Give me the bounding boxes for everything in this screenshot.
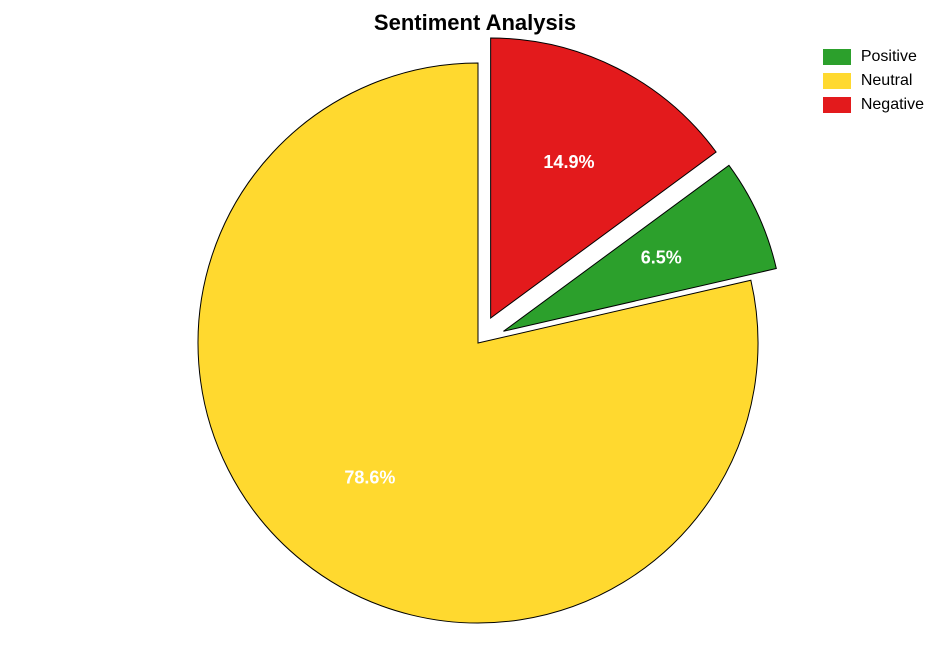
legend-item-neutral: Neutral bbox=[823, 72, 924, 90]
legend-swatch-neutral bbox=[823, 73, 851, 89]
legend-item-negative: Negative bbox=[823, 96, 924, 114]
legend-swatch-negative bbox=[823, 97, 851, 113]
pie-label-positive: 6.5% bbox=[641, 248, 682, 268]
legend-swatch-positive bbox=[823, 49, 851, 65]
pie-label-neutral: 78.6% bbox=[344, 468, 395, 488]
legend-label-positive: Positive bbox=[861, 48, 917, 66]
pie-label-negative: 14.9% bbox=[543, 152, 594, 172]
pie-chart-svg: 14.9% 6.5% 78.6% bbox=[0, 0, 950, 662]
pie-chart-container: Sentiment Analysis 14.9%6.5%78.6% Positi… bbox=[0, 0, 950, 662]
legend-label-negative: Negative bbox=[861, 96, 924, 114]
legend-label-neutral: Neutral bbox=[861, 72, 913, 90]
legend: Positive Neutral Negative bbox=[823, 48, 924, 120]
legend-item-positive: Positive bbox=[823, 48, 924, 66]
